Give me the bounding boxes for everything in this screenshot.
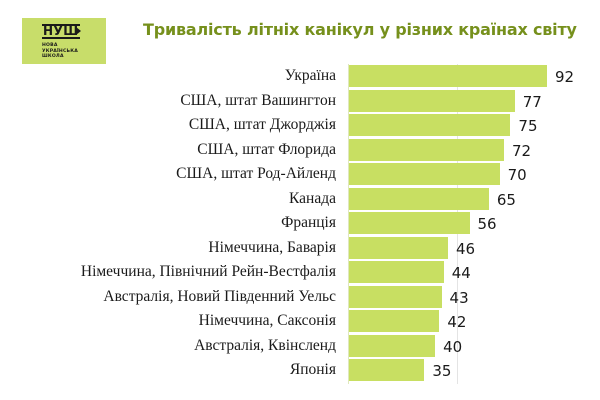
chart-title: Тривалість літніх канікул у різних країн… [143,20,577,39]
value-label: 42 [447,313,467,331]
value-label: 70 [507,166,527,184]
bar-row: Німеччина, Північний Рейн-Вестфалія 44 [0,260,600,284]
category-label: Німеччина, Баварія [208,238,336,256]
value-label: 46 [456,239,476,258]
logo-line: НОВА [42,43,58,48]
value-label: 92 [555,68,575,86]
bar-row: Франція 56 [0,211,600,235]
category-label: США, штат Род-Айленд [176,165,336,182]
bar-row: США, штат Род-Айленд 70 [0,162,600,186]
bar [349,163,500,185]
category-label: Австралія, Новий Південний Уельс [103,287,336,305]
bar [349,359,425,381]
category-label: Франція [281,214,336,231]
logo-mark: НУШ [42,24,80,39]
bar [349,236,448,259]
category-label: Німеччина, Саксонія [198,312,336,329]
bar-row: Австралія, Квінсленд 40 [0,334,600,358]
bar-row: Японія 35 [0,358,600,382]
bar-chart: Україна 92 США, штат Вашингтон 77 США, штат … [0,64,600,386]
category-label: Японія [289,361,336,378]
logo-text: НОВА УКРАЇНСЬКА ШКОЛА [42,43,78,60]
bar-row: США, штат Вашингтон 77 [0,89,600,113]
category-label: США, штат Вашингтон [180,91,336,109]
value-label: 44 [451,264,471,282]
play-arrow-icon [76,27,81,35]
bar-row: Австралія, Новий Південний Уельс 43 [0,285,600,309]
bar [349,285,442,308]
category-label: Німеччина, Північний Рейн-Вестфалія [80,263,336,280]
bar-row: Німеччина, Саксонія 42 [0,309,600,333]
category-label: США, штат Джорджія [188,116,336,133]
bar [349,212,470,234]
bar [349,65,547,87]
bar [349,187,489,210]
logo-line: ШКОЛА [42,54,64,59]
bar [349,138,504,161]
category-label: Україна [284,67,336,84]
value-label: 72 [511,141,532,160]
bar [349,114,511,136]
logo-line: УКРАЇНСЬКА [42,48,78,54]
bar [349,334,436,357]
category-label: США, штат Флорида [197,140,336,158]
bar [349,261,444,283]
value-label: 56 [477,215,497,233]
value-label: 43 [449,288,469,307]
value-label: 40 [443,337,463,356]
bar [349,89,515,112]
bar-row: США, штат Флорида 72 [0,138,600,162]
nush-logo: НУШ НОВА УКРАЇНСЬКА ШКОЛА [22,18,106,64]
value-label: 65 [496,190,516,209]
bar-row: Україна 92 [0,64,600,88]
value-label: 35 [432,362,452,380]
bar [349,310,440,332]
category-label: Канада [289,189,336,207]
category-label: Австралія, Квінсленд [194,336,336,354]
value-label: 77 [522,92,542,111]
bar-row: Канада 65 [0,187,600,211]
bar-row: Німеччина, Баварія 46 [0,236,600,260]
category-axis-line [348,64,349,384]
bar-row: США, штат Джорджія 75 [0,113,600,137]
value-label: 75 [518,117,538,135]
